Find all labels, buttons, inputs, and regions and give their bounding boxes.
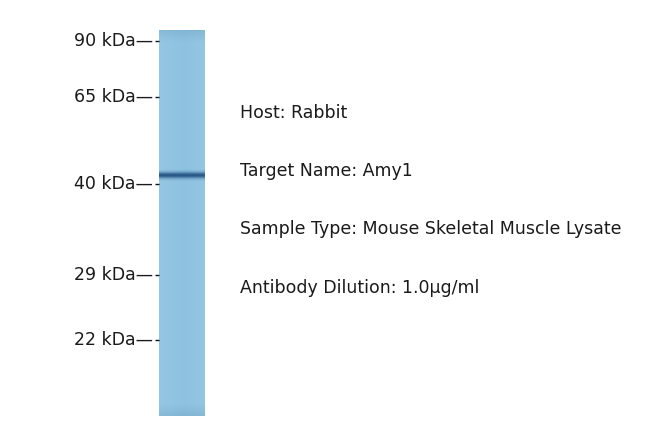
Text: Host: Rabbit: Host: Rabbit xyxy=(240,103,348,122)
Text: 65 kDa—: 65 kDa— xyxy=(73,88,153,107)
Text: 29 kDa—: 29 kDa— xyxy=(73,266,153,284)
Text: Sample Type: Mouse Skeletal Muscle Lysate: Sample Type: Mouse Skeletal Muscle Lysat… xyxy=(240,220,622,239)
Text: 90 kDa—: 90 kDa— xyxy=(73,32,153,50)
Text: Target Name: Amy1: Target Name: Amy1 xyxy=(240,162,413,180)
Text: Antibody Dilution: 1.0µg/ml: Antibody Dilution: 1.0µg/ml xyxy=(240,279,480,297)
Text: 22 kDa—: 22 kDa— xyxy=(73,331,153,349)
Text: 40 kDa—: 40 kDa— xyxy=(74,175,153,193)
